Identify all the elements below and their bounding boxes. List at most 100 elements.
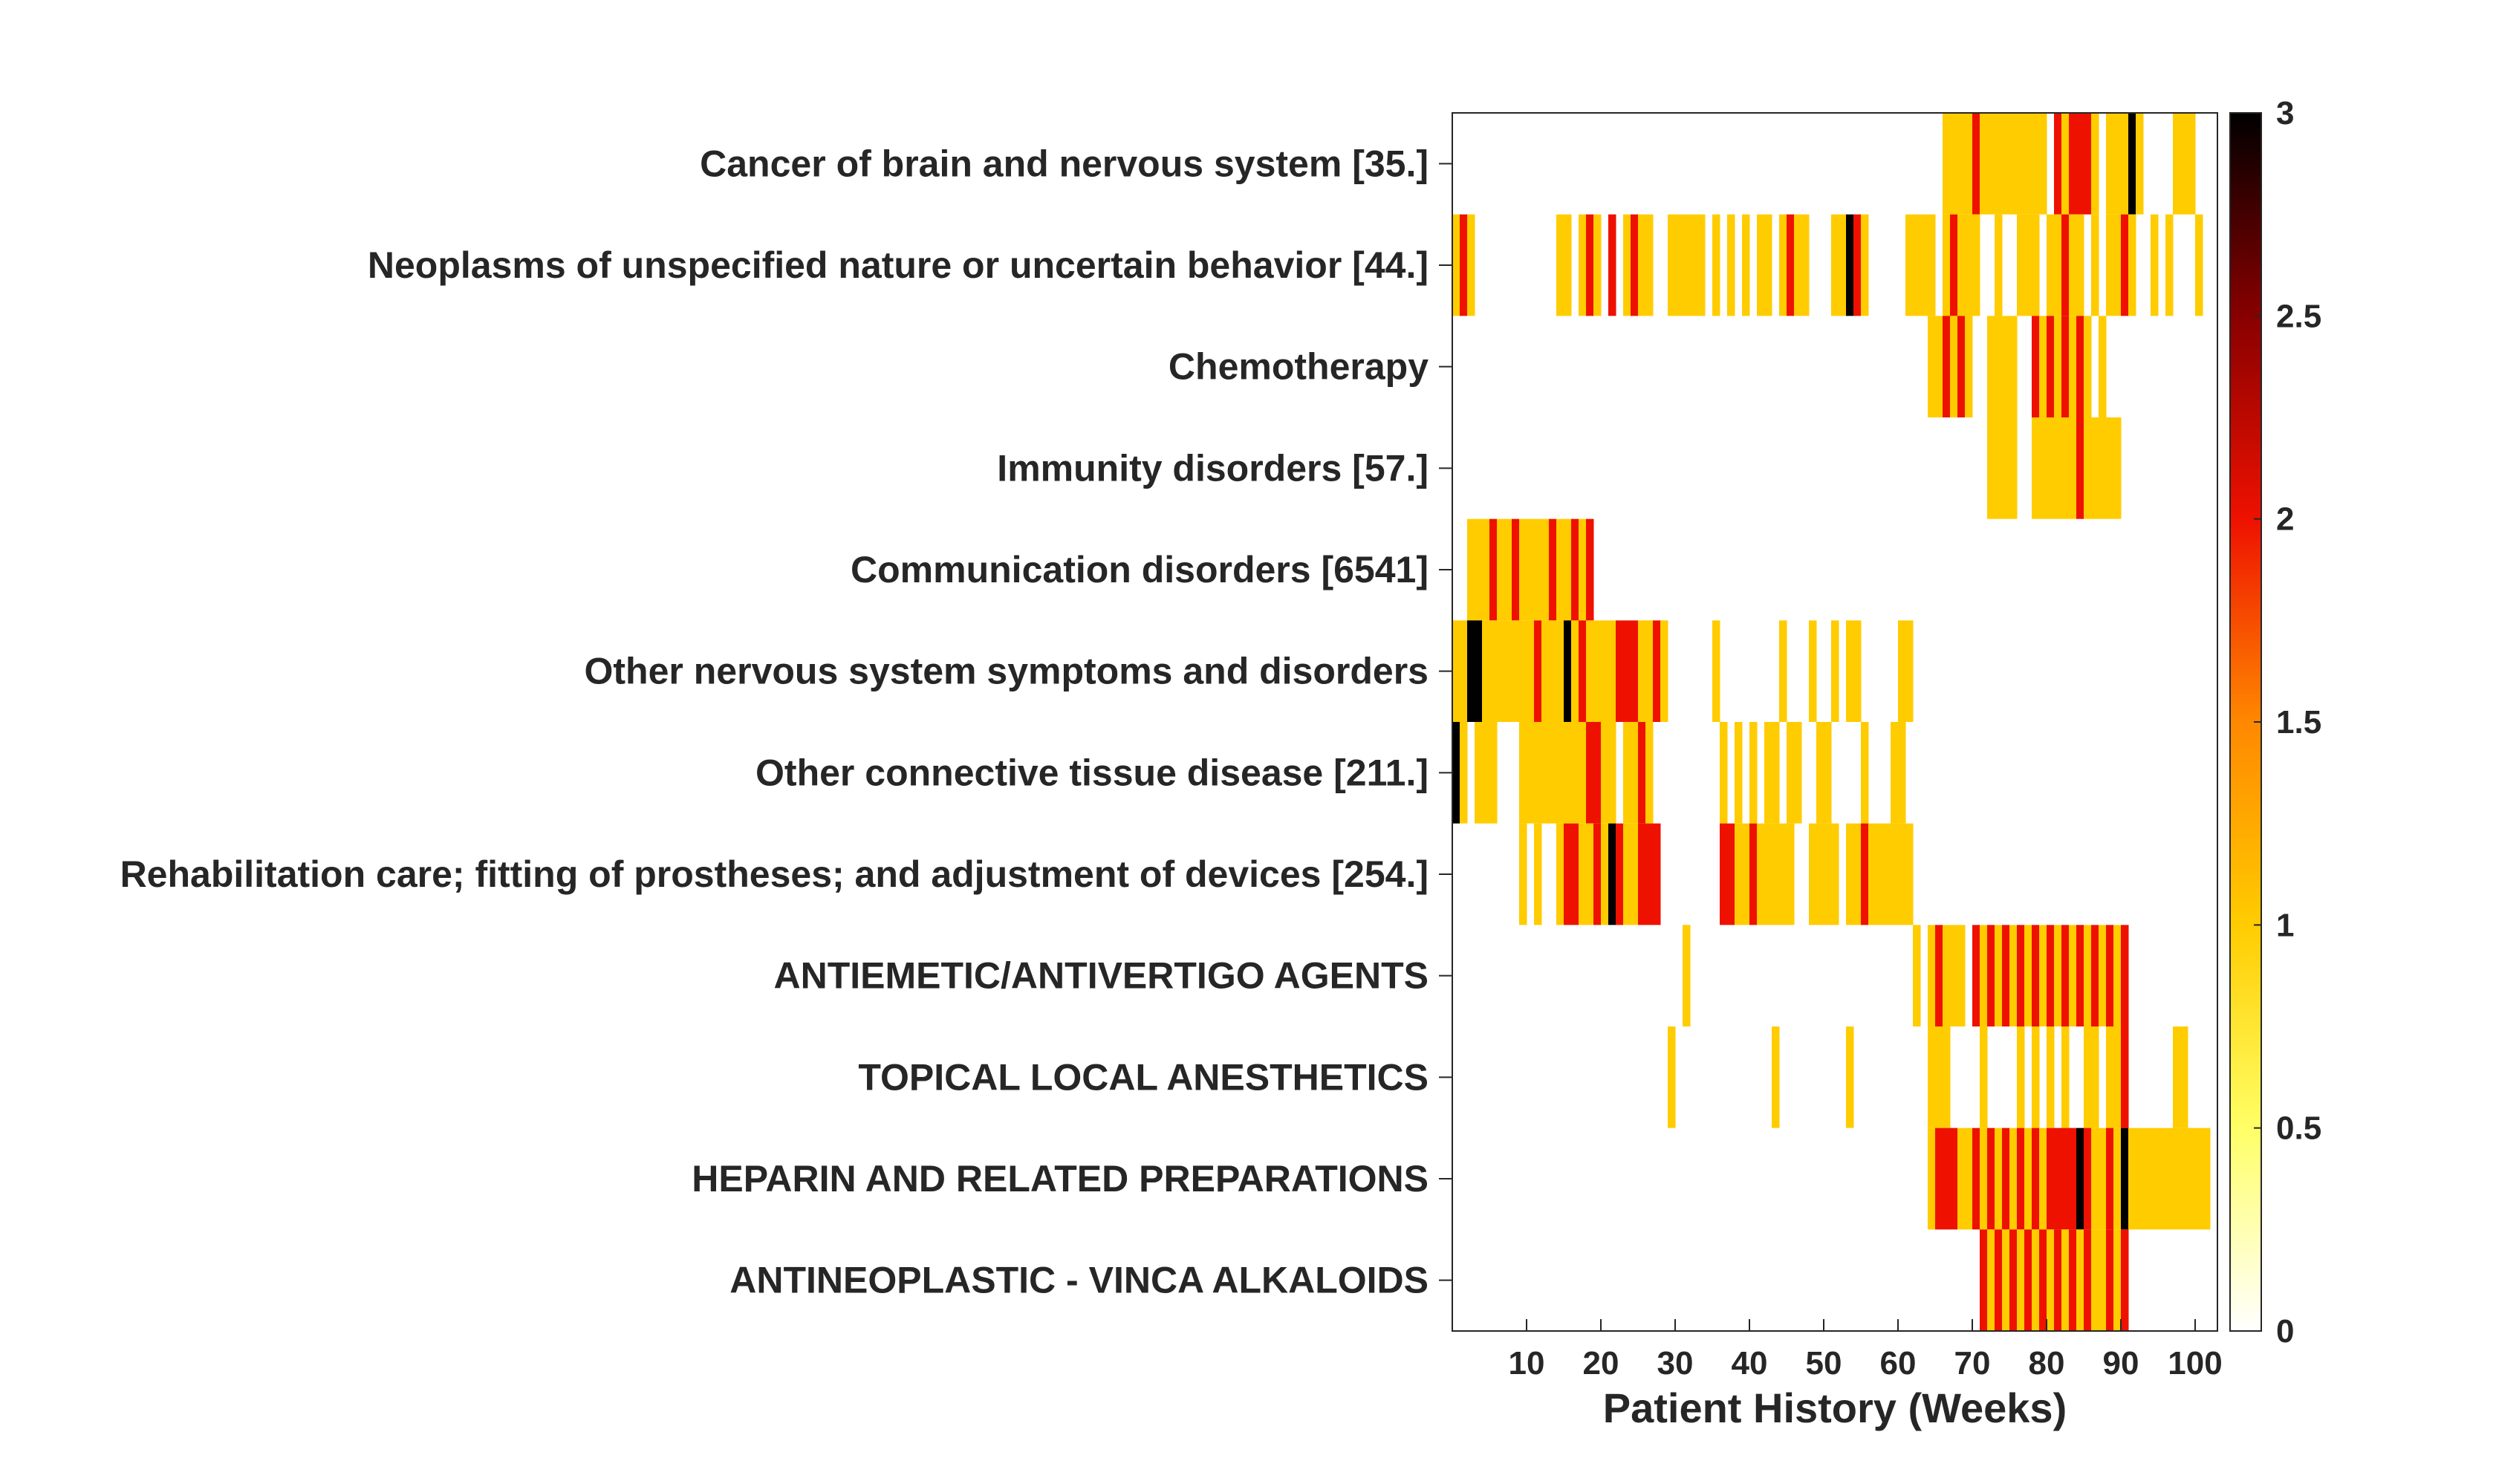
- heatmap-cell: [1475, 518, 1490, 621]
- heatmap-cell: [1712, 214, 1720, 316]
- heatmap-cell: [1623, 823, 1631, 925]
- heatmap-cell: [2069, 1127, 2077, 1230]
- heatmap-cell: [1995, 214, 2003, 316]
- heatmap-cell: [1571, 518, 1579, 621]
- heatmap-cell: [1831, 620, 1839, 722]
- heatmap-cell: [2032, 316, 2040, 417]
- heatmap-cell: [1727, 214, 1735, 316]
- heatmap-cell: [1460, 722, 1468, 824]
- colorbar-tick-label: 1: [2276, 907, 2294, 943]
- heatmap-cell: [2173, 1127, 2188, 1230]
- heatmap-cell: [2032, 417, 2047, 519]
- heatmap-cell: [2151, 1127, 2174, 1230]
- heatmap-cell: [1987, 1127, 1995, 1230]
- x-tick-label: 20: [1583, 1345, 1619, 1382]
- heatmap-cell: [1809, 620, 1817, 722]
- row-labels: Cancer of brain and nervous system [35.]…: [120, 143, 1452, 1301]
- heatmap-cell: [1839, 214, 1847, 316]
- heatmap-cell: [1995, 925, 2003, 1026]
- heatmap-cell: [1757, 823, 1780, 925]
- heatmap-cell: [2121, 1127, 2129, 1230]
- row-label: Other nervous system symptoms and disord…: [585, 651, 1429, 692]
- row-label: ANTINEOPLASTIC - VINCA ALKALOIDS: [729, 1260, 1429, 1301]
- heatmap-cell: [2106, 1229, 2114, 1331]
- heatmap-cell: [2165, 214, 2174, 316]
- heatmap-cell: [1497, 518, 1505, 621]
- heatmap-cell: [1943, 113, 1973, 215]
- heatmap-cell: [1712, 620, 1720, 722]
- heatmap-cell: [1608, 214, 1616, 316]
- heatmap-cell: [2121, 1026, 2129, 1128]
- heatmap-cell: [2091, 1229, 2099, 1331]
- x-tick-label: 50: [1806, 1345, 1842, 1382]
- heatmap-cell: [1482, 620, 1535, 722]
- heatmap-cell: [2039, 316, 2047, 417]
- heatmap-cell: [1898, 722, 1906, 824]
- heatmap-cell: [1467, 214, 1475, 316]
- heatmap-cell: [1787, 214, 1795, 316]
- heatmap-cell: [2099, 1229, 2107, 1331]
- heatmap-cell: [2084, 316, 2092, 417]
- heatmap-cell: [2054, 1229, 2062, 1331]
- heatmap-cell: [1735, 722, 1743, 824]
- heatmap-cell: [1549, 518, 1557, 621]
- heatmap-cell: [1720, 823, 1735, 925]
- heatmap-cell: [2054, 925, 2062, 1026]
- row-label: Immunity disorders [57.]: [997, 447, 1429, 489]
- x-axis: 10 20 30 40 50 60 70 80 90 100: [1509, 1319, 2223, 1382]
- heatmap-cell: [1928, 316, 1943, 417]
- heatmap-cell: [1549, 722, 1557, 824]
- heatmap-cell: [1972, 214, 1980, 316]
- row-label: TOPICAL LOCAL ANESTHETICS: [858, 1056, 1429, 1098]
- heatmap-cell: [1853, 214, 1862, 316]
- heatmap-cell: [1534, 620, 1542, 722]
- heatmap-cell: [1794, 722, 1802, 824]
- heatmap-cell: [2002, 1127, 2010, 1230]
- heatmap-cell: [2084, 925, 2092, 1026]
- heatmap-cell: [1898, 620, 1914, 722]
- heatmap-cell: [1556, 518, 1564, 621]
- colorbar-ticks: 0 0.5 1 1.5 2 2.5 3: [2254, 95, 2321, 1350]
- heatmap-cell: [1616, 823, 1624, 925]
- heatmap-cell: [1995, 1229, 2003, 1331]
- row-label: Cancer of brain and nervous system [35.]: [700, 143, 1429, 184]
- heatmap-cell: [1683, 925, 1691, 1026]
- heatmap-cell: [1631, 823, 1639, 925]
- row-label: Other connective tissue disease [211.]: [755, 752, 1429, 793]
- heatmap-cell: [1638, 722, 1646, 824]
- heatmap-cell: [2061, 925, 2070, 1026]
- colorbar-tick-label: 2.5: [2276, 298, 2321, 334]
- heatmap-cell: [1489, 518, 1498, 621]
- heatmap-cell: [1757, 214, 1765, 316]
- heatmap-cell: [1824, 823, 1832, 925]
- heatmap-cell: [2099, 316, 2107, 417]
- heatmap-cell: [1579, 620, 1587, 722]
- heatmap-cell: [2099, 1127, 2107, 1230]
- heatmap-cell: [1972, 113, 1980, 215]
- heatmap-cell: [2188, 1127, 2196, 1230]
- heatmap-cell: [1779, 823, 1795, 925]
- heatmap-cells: [1452, 113, 2211, 1331]
- heatmap-cell: [2099, 925, 2107, 1026]
- heatmap-cell: [1950, 214, 1958, 316]
- heatmap-cell: [2076, 1229, 2084, 1331]
- heatmap-cell: [1764, 214, 1772, 316]
- heatmap-cell: [1935, 1127, 1958, 1230]
- heatmap-cell: [1846, 620, 1854, 722]
- heatmap-cell: [2113, 1127, 2122, 1230]
- heatmap-cell: [2113, 925, 2122, 1026]
- heatmap-cell: [1928, 1026, 1951, 1128]
- heatmap-cell: [2128, 214, 2136, 316]
- heatmap-cell: [2084, 1026, 2099, 1128]
- x-axis-title: Patient History (Weeks): [1603, 1384, 2067, 1431]
- heatmap-cell: [2173, 1026, 2188, 1128]
- heatmap-cell: [2076, 925, 2084, 1026]
- heatmap-cell: [2017, 1127, 2025, 1230]
- heatmap-cell: [1950, 316, 1958, 417]
- heatmap-cell: [1519, 823, 1527, 925]
- heatmap-cell: [2032, 1026, 2040, 1128]
- heatmap-cell: [2084, 417, 2092, 519]
- heatmap-cell: [2084, 1127, 2092, 1230]
- heatmap-cell: [1608, 823, 1616, 925]
